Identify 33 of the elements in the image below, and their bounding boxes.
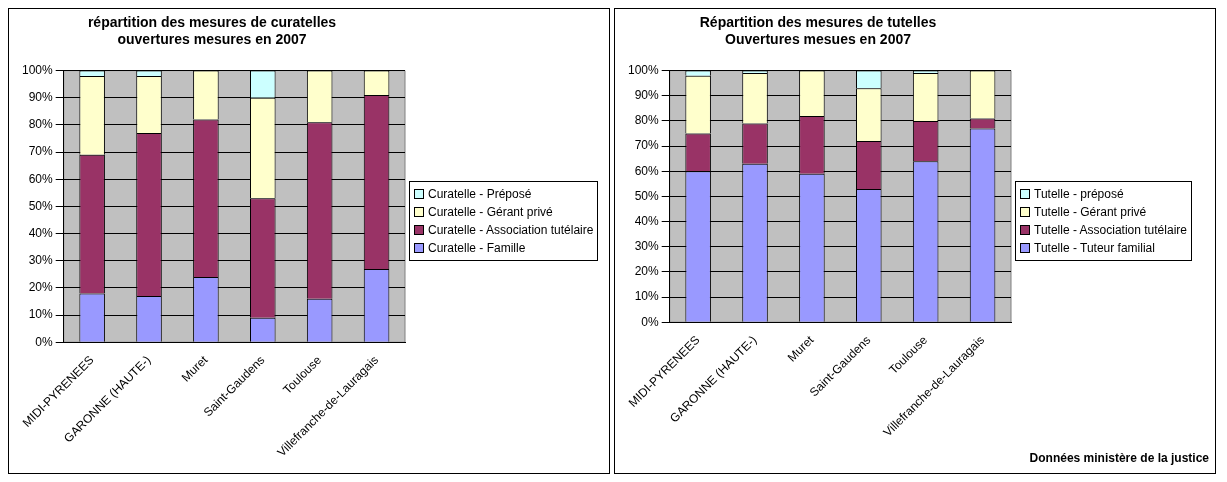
y-tick-label: 40% — [28, 225, 54, 240]
y-tick-label: 40% — [634, 213, 660, 228]
y-tick-label: 60% — [634, 163, 660, 178]
y-tick-label: 50% — [634, 188, 660, 203]
legend-label: Curatelle - Préposé — [428, 186, 532, 203]
legend-label: Tutelle - Gérant privé — [1034, 204, 1147, 221]
legend-label: Tutelle - Tuteur familial — [1034, 240, 1155, 257]
y-tick-label: 80% — [28, 117, 54, 132]
legend-label: Tutelle - préposé — [1034, 186, 1124, 203]
legend-label: Curatelle - Famille — [428, 240, 526, 257]
y-tick-label: 70% — [634, 138, 660, 153]
y-tick-label: 90% — [28, 90, 54, 105]
y-tick-label: 10% — [634, 289, 660, 304]
y-tick-label: 70% — [28, 144, 54, 159]
legend-label: Curatelle - Association tutélaire — [428, 222, 594, 239]
y-tick-label: 30% — [28, 253, 54, 268]
y-tick-label: 10% — [28, 307, 54, 322]
y-tick-label: 20% — [28, 280, 54, 295]
legend-label: Curatelle - Gérant privé — [428, 204, 553, 221]
y-tick-label: 90% — [634, 88, 660, 103]
legend-label: Tutelle - Association tutélaire — [1034, 222, 1187, 239]
y-tick-label: 0% — [641, 314, 660, 329]
y-tick-label: 100% — [627, 62, 660, 77]
text: Données ministère de la justice — [1029, 451, 1209, 465]
chart-title: répartition des mesures de curatelles ouvertures mesures en 2007 — [87, 14, 337, 48]
y-tick-label: 0% — [35, 334, 54, 349]
y-tick-label: 30% — [634, 239, 660, 254]
y-tick-label: 20% — [634, 264, 660, 279]
chart-title: Répartition des mesures de tutelles Ouvertures mesues en 2007 — [699, 14, 937, 48]
y-tick-label: 60% — [28, 171, 54, 186]
y-tick-label: 80% — [634, 113, 660, 128]
y-tick-label: 100% — [21, 62, 54, 77]
y-tick-label: 50% — [28, 198, 54, 213]
